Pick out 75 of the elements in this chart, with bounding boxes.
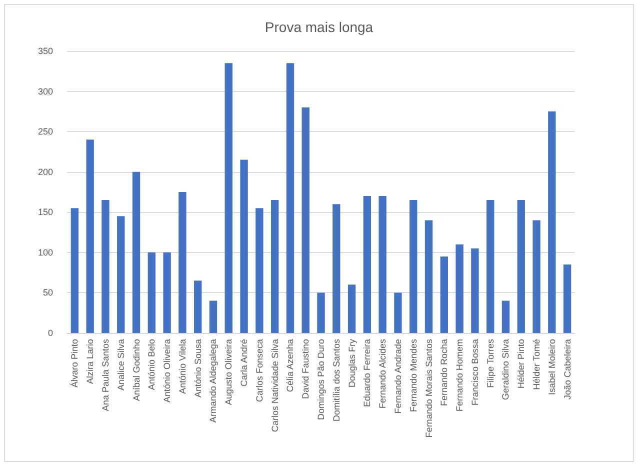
bar bbox=[302, 107, 310, 333]
x-tick-label: Fernando Morais Santos bbox=[424, 338, 434, 438]
x-tick-label: Geraldino Silva bbox=[500, 339, 511, 400]
bar bbox=[86, 140, 94, 333]
y-tick-label: 200 bbox=[38, 166, 53, 177]
bar bbox=[363, 196, 372, 333]
bar bbox=[209, 300, 218, 333]
bar bbox=[286, 63, 294, 333]
x-tick-label: Célia Azenha bbox=[285, 339, 296, 392]
x-tick-label: Filipe Torres bbox=[485, 338, 496, 388]
x-tick-label: Armando Aldegalega bbox=[208, 339, 218, 423]
y-tick-label: 100 bbox=[38, 247, 53, 258]
bar bbox=[517, 200, 525, 333]
x-tick-label: Domitília dos Santos bbox=[331, 338, 342, 422]
x-tick-label: Carlos Fonseca bbox=[254, 339, 264, 402]
x-tick-label: David Faustino bbox=[300, 339, 311, 400]
bar bbox=[224, 63, 232, 333]
x-tick-label: Fernando Alcides bbox=[378, 338, 388, 409]
bar bbox=[394, 292, 402, 333]
x-tick-label: Hélder Tomé bbox=[532, 339, 542, 390]
x-tick-label: Fernando Mendes bbox=[408, 338, 418, 412]
bar bbox=[256, 208, 264, 333]
x-tick-label: Francisco Bossa bbox=[470, 339, 480, 406]
x-tick-label: Hélder Pinto bbox=[516, 339, 526, 389]
bar bbox=[563, 264, 572, 333]
x-tick-label: Ana Paula Santos bbox=[100, 338, 110, 412]
x-tick-label: Augusto Oliveira bbox=[224, 339, 234, 406]
y-tick-label: 150 bbox=[38, 207, 53, 218]
bar bbox=[194, 280, 202, 333]
bar bbox=[410, 200, 418, 333]
bar bbox=[270, 200, 279, 333]
y-tick-label: 50 bbox=[42, 288, 53, 298]
x-tick-label: Aníbal Godinho bbox=[131, 339, 142, 402]
bar bbox=[132, 172, 140, 333]
bar bbox=[102, 200, 110, 333]
x-tick-label: Eduardo Ferreira bbox=[362, 339, 372, 408]
bar bbox=[424, 220, 433, 333]
y-tick-label: 0 bbox=[48, 328, 53, 338]
bar bbox=[548, 111, 556, 333]
bar bbox=[178, 192, 186, 333]
bar bbox=[70, 208, 79, 333]
x-tick-label: António Oliveira bbox=[162, 339, 172, 403]
bar bbox=[486, 200, 494, 333]
bar bbox=[532, 220, 540, 333]
x-tick-label: António Belo bbox=[146, 339, 157, 390]
bar bbox=[117, 216, 125, 333]
y-tick-label: 350 bbox=[38, 46, 53, 56]
x-tick-label: António Vilela bbox=[177, 339, 188, 394]
bar bbox=[332, 204, 340, 333]
x-tick-label: Fernando Rocha bbox=[439, 339, 450, 406]
x-tick-label: Fernando Andrade bbox=[392, 339, 403, 414]
x-tick-label: Isabel Moleiro bbox=[546, 339, 557, 396]
x-tick-label: Alzira Lario bbox=[85, 339, 96, 384]
bar bbox=[240, 160, 248, 333]
x-tick-label: Domingos Pão Duro bbox=[316, 339, 326, 420]
y-tick-label: 250 bbox=[38, 126, 53, 137]
x-tick-label: Carlos Natividade Silva bbox=[270, 339, 280, 432]
x-tick-label: João Cabeleira bbox=[562, 339, 572, 400]
bar bbox=[456, 244, 464, 333]
bar bbox=[317, 292, 325, 333]
x-tick-label: Álvaro Pinto bbox=[70, 339, 80, 388]
bar bbox=[148, 252, 156, 333]
x-tick-label: Douglas Fry bbox=[346, 338, 357, 388]
x-tick-label: Fernando Homem bbox=[454, 339, 465, 412]
bar bbox=[440, 256, 448, 333]
chart-title: Prova mais longa bbox=[264, 19, 374, 35]
bar bbox=[471, 248, 479, 333]
bar bbox=[502, 300, 510, 333]
y-tick-label: 300 bbox=[38, 86, 53, 96]
x-tick-label: António Sousa bbox=[192, 339, 203, 398]
x-tick-label: Analice Silva bbox=[116, 339, 126, 391]
x-tick-label: Carla André bbox=[239, 339, 250, 387]
bar bbox=[348, 284, 356, 333]
bar bbox=[163, 252, 171, 333]
bar bbox=[378, 196, 386, 333]
